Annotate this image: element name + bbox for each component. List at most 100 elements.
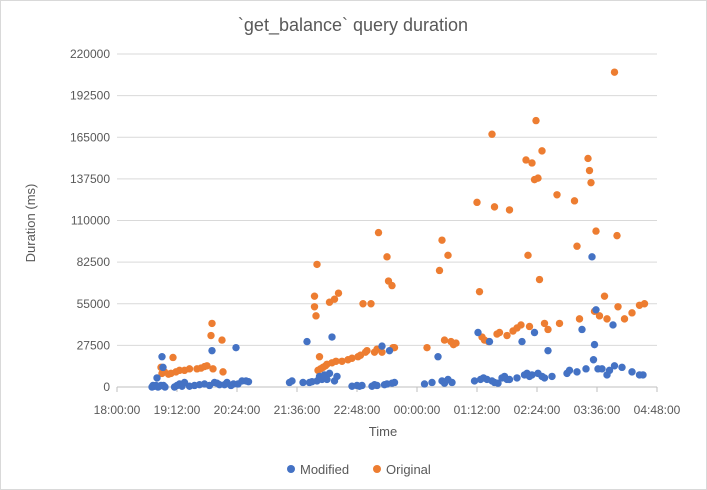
data-point-modified bbox=[244, 378, 253, 386]
data-point-original bbox=[488, 130, 496, 138]
data-point-original bbox=[575, 315, 584, 323]
data-point-original bbox=[570, 197, 579, 205]
data-point-modified bbox=[153, 374, 161, 382]
data-point-modified bbox=[434, 353, 442, 361]
data-point-original bbox=[532, 116, 540, 125]
data-point-original bbox=[218, 336, 226, 344]
data-point-original bbox=[522, 156, 530, 164]
data-point-original bbox=[535, 275, 544, 284]
data-point-original bbox=[628, 309, 636, 317]
data-point-original bbox=[538, 147, 546, 155]
data-point-modified bbox=[448, 378, 456, 387]
data-point-original bbox=[208, 319, 216, 328]
data-point-modified bbox=[540, 374, 549, 382]
y-tick-label: 55000 bbox=[77, 297, 111, 311]
data-point-original bbox=[573, 242, 581, 250]
y-tick-label: 165000 bbox=[70, 130, 110, 144]
data-point-original bbox=[313, 260, 321, 269]
chart-title: `get_balance` query duration bbox=[238, 15, 468, 36]
data-point-modified bbox=[628, 368, 636, 376]
y-tick-label: 110000 bbox=[71, 214, 110, 228]
data-point-original bbox=[528, 159, 536, 167]
data-point-modified bbox=[592, 306, 600, 314]
data-point-modified bbox=[470, 377, 479, 385]
data-point-original bbox=[338, 357, 346, 365]
data-point-modified bbox=[208, 346, 216, 355]
data-point-original bbox=[440, 336, 449, 344]
data-point-original bbox=[524, 251, 532, 260]
series-original bbox=[157, 68, 649, 378]
data-point-original bbox=[367, 300, 375, 308]
data-point-modified bbox=[158, 353, 166, 361]
data-point-modified bbox=[474, 328, 482, 337]
legend-marker bbox=[373, 465, 381, 473]
data-point-modified bbox=[232, 343, 240, 352]
data-point-original bbox=[310, 303, 319, 311]
data-point-modified bbox=[582, 365, 590, 373]
data-point-modified bbox=[565, 366, 574, 375]
data-point-original bbox=[495, 328, 504, 337]
y-axis-ticks: 0 27500 55000 82500 110000 137500 165000 192500… bbox=[70, 47, 110, 394]
data-point-modified bbox=[288, 377, 296, 385]
data-point-modified bbox=[159, 363, 167, 372]
data-point-modified bbox=[589, 356, 598, 364]
data-point-original bbox=[383, 253, 391, 261]
data-point-modified bbox=[605, 366, 614, 375]
data-point-original bbox=[613, 231, 621, 240]
data-point-modified bbox=[299, 378, 307, 387]
data-point-original bbox=[219, 368, 227, 376]
data-point-modified bbox=[420, 380, 429, 388]
data-point-original bbox=[363, 346, 371, 355]
y-tick-label: 0 bbox=[103, 380, 110, 394]
data-point-original bbox=[584, 154, 592, 163]
data-point-original bbox=[525, 322, 534, 331]
x-tick-label: 19:12:00 bbox=[154, 403, 201, 417]
x-tick-label: 04:48:00 bbox=[634, 403, 681, 417]
data-point-original bbox=[310, 292, 319, 300]
data-point-modified bbox=[373, 381, 381, 390]
data-point-original bbox=[505, 206, 514, 214]
data-point-modified bbox=[609, 321, 617, 329]
data-point-modified bbox=[494, 379, 502, 387]
data-point-modified bbox=[333, 372, 341, 381]
data-point-modified bbox=[518, 337, 526, 346]
data-point-original bbox=[592, 227, 600, 235]
data-point-original bbox=[517, 321, 525, 329]
data-point-original bbox=[378, 348, 386, 356]
data-point-original bbox=[544, 325, 552, 334]
data-point-modified bbox=[513, 374, 521, 382]
data-point-modified bbox=[598, 365, 606, 373]
x-tick-label: 20:24:00 bbox=[214, 403, 261, 417]
data-point-modified bbox=[548, 372, 556, 381]
data-point-modified bbox=[544, 346, 552, 355]
data-point-original bbox=[203, 362, 211, 370]
data-point-modified bbox=[428, 378, 436, 387]
series-modified bbox=[148, 253, 647, 391]
data-point-modified bbox=[588, 253, 596, 261]
y-tick-label: 220000 bbox=[70, 47, 110, 61]
data-point-modified bbox=[590, 340, 599, 349]
legend-item-original: Original bbox=[373, 462, 431, 477]
data-point-modified bbox=[378, 342, 386, 350]
data-point-modified bbox=[618, 363, 626, 372]
x-tick-label: 21:36:00 bbox=[274, 403, 321, 417]
y-tick-label: 137500 bbox=[70, 172, 110, 186]
data-point-original bbox=[359, 300, 367, 308]
x-tick-label: 18:00:00 bbox=[94, 403, 141, 417]
data-point-original bbox=[312, 312, 320, 320]
data-point-original bbox=[452, 339, 460, 347]
data-point-original bbox=[374, 228, 383, 237]
data-point-original bbox=[315, 353, 324, 361]
data-point-modified bbox=[358, 381, 366, 390]
data-point-original bbox=[332, 357, 340, 365]
x-tick-label: 00:00:00 bbox=[394, 403, 441, 417]
data-point-original bbox=[620, 315, 629, 323]
x-axis-title: Time bbox=[369, 424, 397, 439]
data-point-original bbox=[185, 365, 194, 373]
data-point-original bbox=[600, 292, 609, 300]
data-point-modified bbox=[530, 328, 539, 337]
data-point-modified bbox=[578, 325, 586, 334]
data-point-original bbox=[540, 319, 549, 328]
